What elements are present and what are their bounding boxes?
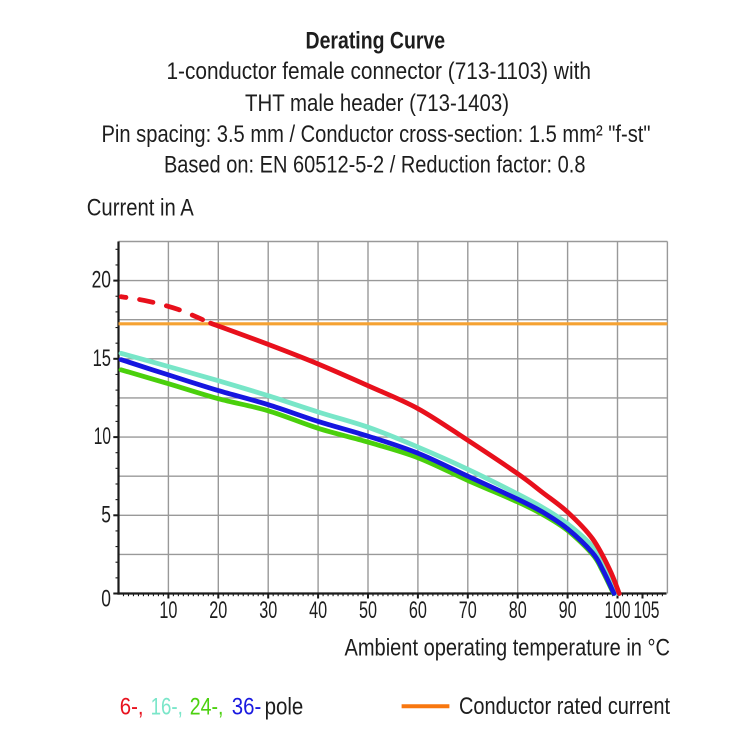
svg-text:16-,: 16-, [151,693,183,720]
svg-text:THT male header (713-1403): THT male header (713-1403) [245,90,509,117]
svg-text:90: 90 [559,597,577,624]
svg-text:pole: pole [265,693,304,720]
svg-text:6-,: 6-, [120,693,144,720]
svg-text:50: 50 [359,597,377,624]
svg-text:10: 10 [94,423,111,450]
svg-text:Current in A: Current in A [87,194,194,221]
svg-text:20: 20 [209,597,227,624]
svg-text:Ambient operating temperature: Ambient operating temperature in °C [345,634,671,661]
svg-text:30: 30 [259,597,277,624]
svg-text:36-: 36- [232,693,261,720]
svg-text:60: 60 [409,597,427,624]
svg-text:Derating Curve: Derating Curve [306,27,446,54]
svg-text:0: 0 [101,586,111,613]
svg-text:Pin spacing: 3.5 mm / Conducto: Pin spacing: 3.5 mm / Conductor cross-se… [102,121,651,148]
svg-text:24-,: 24-, [190,693,224,720]
svg-text:100: 100 [605,597,631,624]
svg-text:Conductor rated current: Conductor rated current [459,693,670,720]
svg-text:20: 20 [92,267,111,294]
svg-text:5: 5 [101,501,111,528]
svg-text:80: 80 [509,597,527,624]
svg-text:70: 70 [459,597,477,624]
svg-text:10: 10 [159,597,177,624]
svg-text:40: 40 [309,597,327,624]
svg-text:15: 15 [93,345,111,372]
svg-text:1-conductor female connector (: 1-conductor female connector (713-1103) … [166,58,591,85]
svg-text:Based on: EN 60512-5-2 / Reduc: Based on: EN 60512-5-2 / Reduction facto… [164,151,586,178]
svg-text:105: 105 [633,597,659,624]
